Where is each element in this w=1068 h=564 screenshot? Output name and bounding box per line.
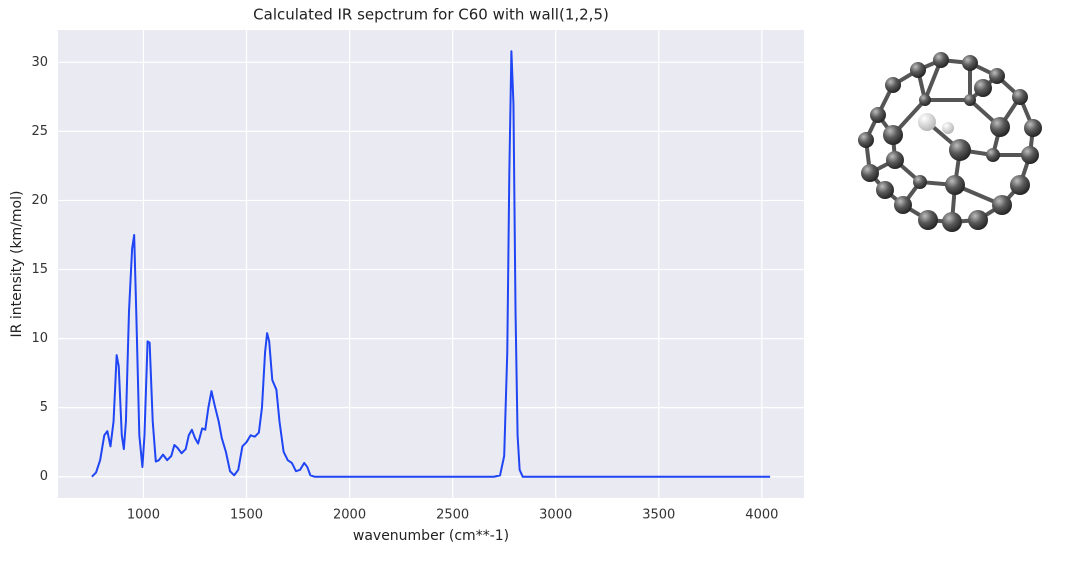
x-tick-label: 3500 xyxy=(642,508,675,523)
plot-area xyxy=(58,30,804,498)
x-tick-label: 1500 xyxy=(230,508,263,523)
molecule xyxy=(858,52,1042,232)
y-axis-label: IR intensity (km/mol) xyxy=(9,191,25,338)
x-tick-label: 1000 xyxy=(127,508,160,523)
y-tick-label: 25 xyxy=(31,124,48,139)
marks xyxy=(91,50,771,478)
x-tick-label: 2000 xyxy=(333,508,366,523)
line-series xyxy=(91,50,771,478)
y-tick-label: 30 xyxy=(31,55,48,70)
y-tick-label: 15 xyxy=(31,262,48,277)
grid xyxy=(58,30,804,498)
y-tick-label: 5 xyxy=(40,400,48,415)
x-axis-label: wavenumber (cm**-1) xyxy=(353,528,509,544)
y-tick-label: 0 xyxy=(40,469,48,484)
chart-title: Calculated IR sepctrum for C60 with wall… xyxy=(253,6,609,24)
x-tick-label: 4000 xyxy=(745,508,778,523)
y-tick-label: 20 xyxy=(31,193,48,208)
x-tick-label: 2500 xyxy=(436,508,469,523)
x-tick-label: 3000 xyxy=(539,508,572,523)
y-tick-label: 10 xyxy=(31,331,48,346)
